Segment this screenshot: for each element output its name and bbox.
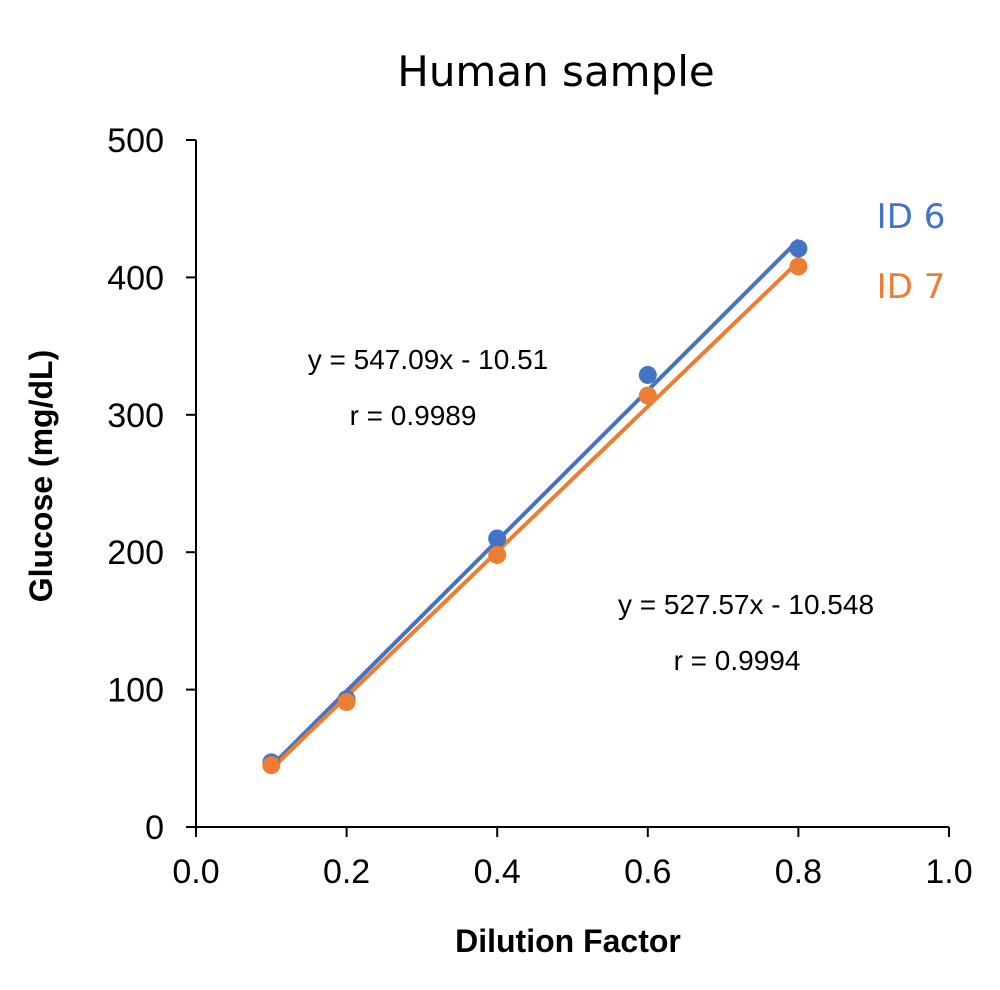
y-axis-label: Glucose (mg/dL) bbox=[23, 350, 59, 602]
y-tick-label: 0 bbox=[145, 809, 164, 847]
x-tick-label: 0.4 bbox=[474, 853, 521, 891]
id7-equation: y = 527.57x - 10.548 bbox=[618, 589, 874, 620]
y-tick-label: 400 bbox=[107, 259, 164, 297]
id7-correlation: r = 0.9994 bbox=[674, 645, 801, 676]
id6-point bbox=[638, 365, 657, 384]
id6-trendline bbox=[269, 238, 800, 768]
y-tick-label: 300 bbox=[107, 397, 164, 435]
id7-point bbox=[638, 386, 657, 405]
id7-point bbox=[262, 756, 281, 775]
x-axis-label: Dilution Factor bbox=[455, 923, 681, 959]
id7-point bbox=[488, 545, 507, 564]
y-tick-label: 100 bbox=[107, 672, 164, 710]
legend-id6: ID 6 bbox=[877, 197, 946, 237]
id6-point bbox=[789, 239, 808, 258]
x-tick-label: 0.6 bbox=[624, 853, 671, 891]
y-tick-label: 200 bbox=[107, 534, 164, 572]
legend-id7: ID 7 bbox=[877, 267, 946, 307]
id7-point bbox=[337, 692, 356, 711]
id6-point bbox=[488, 529, 507, 548]
id7-trendline bbox=[269, 260, 800, 771]
x-tick-label: 0.0 bbox=[172, 853, 219, 891]
x-tick-label: 1.0 bbox=[925, 853, 972, 891]
chart-title: Human sample bbox=[397, 47, 715, 96]
id6-correlation: r = 0.9989 bbox=[350, 400, 477, 431]
id6-equation: y = 547.09x - 10.51 bbox=[308, 344, 549, 375]
x-tick-label: 0.2 bbox=[323, 853, 370, 891]
y-tick-label: 500 bbox=[107, 122, 164, 160]
id7-point bbox=[789, 257, 808, 276]
x-tick-label: 0.8 bbox=[775, 853, 822, 891]
